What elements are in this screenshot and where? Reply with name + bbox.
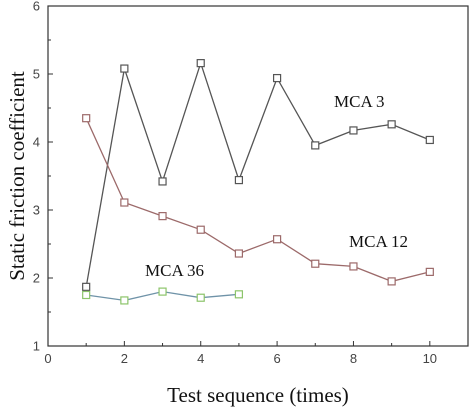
data-point — [272, 73, 282, 83]
data-point — [234, 175, 244, 185]
y-tick-label: 5 — [33, 67, 40, 82]
data-point — [234, 290, 244, 299]
series-label: MCA 3 — [334, 92, 385, 111]
x-tick-label: 8 — [350, 351, 357, 366]
series-0 — [82, 59, 434, 291]
data-point — [158, 177, 167, 186]
data-point — [425, 267, 434, 276]
x-tick-label: 2 — [121, 351, 128, 366]
x-tick-label: 0 — [44, 351, 51, 366]
data-point — [349, 262, 358, 271]
x-tick-label: 10 — [423, 351, 437, 366]
data-point — [82, 114, 91, 123]
data-point — [425, 135, 434, 145]
axes — [47, 5, 469, 347]
data-point — [158, 212, 167, 221]
series-layer — [82, 59, 434, 305]
series-label: MCA 36 — [145, 261, 204, 280]
data-point — [272, 235, 282, 244]
series-labels: MCA 3 MCA 12 MCA 36 — [145, 92, 408, 280]
plot-frame — [47, 5, 469, 347]
series-line — [85, 60, 431, 287]
data-point — [234, 249, 244, 258]
data-point — [82, 290, 91, 300]
data-point — [120, 64, 129, 73]
series-2 — [82, 287, 244, 305]
y-tick-label: 2 — [33, 271, 40, 286]
data-point — [158, 287, 167, 296]
x-axis-title: Test sequence (times) — [167, 383, 349, 407]
data-point — [387, 120, 396, 129]
y-tick-label: 4 — [33, 135, 40, 150]
x-tick-label: 4 — [197, 351, 204, 366]
data-point — [387, 277, 396, 286]
data-point — [196, 59, 205, 68]
data-point — [196, 293, 205, 302]
data-point — [196, 225, 205, 234]
y-tick-label: 6 — [33, 0, 40, 14]
series-label: MCA 12 — [349, 232, 408, 251]
data-point — [120, 296, 129, 305]
x-tick-label: 6 — [273, 351, 280, 366]
series-line — [85, 117, 430, 283]
data-point — [311, 259, 320, 268]
data-point — [349, 126, 358, 135]
y-axis-title: Static friction coefficient — [5, 71, 29, 281]
y-tick-label: 1 — [33, 339, 40, 354]
data-point — [311, 141, 320, 150]
y-tick-label: 3 — [33, 203, 40, 218]
data-point — [82, 282, 91, 291]
data-point — [120, 198, 129, 207]
series-1 — [82, 114, 434, 286]
